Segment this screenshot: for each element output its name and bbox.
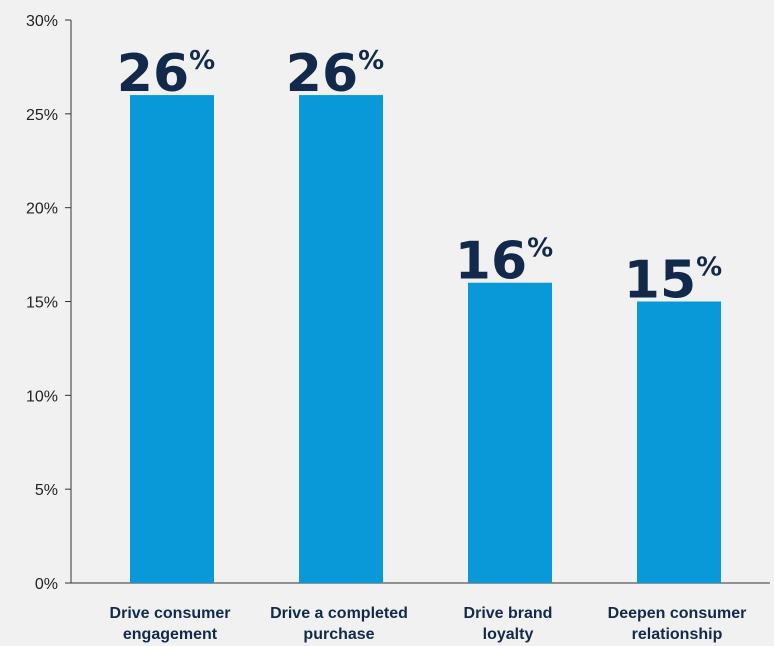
y-tick-label: 5% (35, 482, 58, 499)
category-label: purchase (303, 626, 374, 643)
category-labels: Drive consumer engagement Drive a complete… (110, 605, 747, 643)
value-unit: % (527, 234, 553, 264)
category-label: relationship (632, 626, 723, 643)
value-number: 16 (455, 232, 527, 292)
y-tick-label: 20% (26, 201, 58, 218)
y-tick-label: 30% (26, 13, 58, 30)
category-label: loyalty (483, 626, 534, 643)
y-tick-label: 15% (26, 295, 58, 312)
value-label: 26% (117, 44, 215, 104)
category-label: Drive brand (464, 605, 553, 622)
y-tick-label: 10% (26, 388, 58, 405)
category-label: Drive consumer (110, 605, 231, 622)
value-labels: 26% 26%16%15% (117, 44, 722, 310)
value-unit: % (189, 46, 215, 76)
value-unit: % (358, 46, 384, 76)
category-label: Deepen consumer (608, 605, 747, 622)
bar (299, 95, 383, 584)
value-number: 15 (624, 251, 696, 311)
value-label: 15% (624, 251, 722, 311)
category-label: Drive a completed (270, 605, 408, 622)
category-label: engagement (123, 626, 218, 643)
bar (130, 95, 214, 584)
bars (130, 95, 721, 584)
bar (637, 301, 721, 583)
value-label: 26% (286, 44, 384, 104)
value-number: 26 (117, 44, 189, 104)
bar (468, 282, 552, 583)
y-tick-label: 0% (35, 576, 58, 593)
value-label: 16% (455, 232, 553, 292)
y-tick-label: 25% (26, 107, 58, 124)
value-unit: % (696, 253, 722, 283)
value-number: 26 (286, 44, 358, 104)
